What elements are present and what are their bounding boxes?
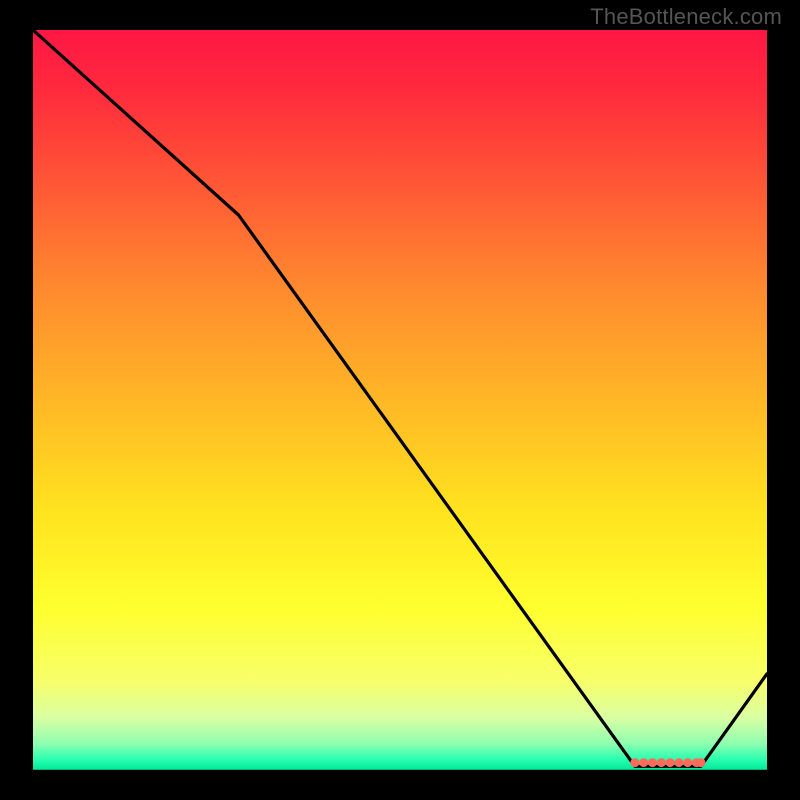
trough-marker <box>630 758 639 767</box>
chart-container: TheBottleneck.com <box>0 0 800 800</box>
trough-marker <box>639 758 648 767</box>
trough-marker <box>657 758 666 767</box>
watermark-text: TheBottleneck.com <box>590 4 782 30</box>
plot-area <box>33 30 767 770</box>
trough-marker <box>648 758 657 767</box>
trough-marker <box>666 758 675 767</box>
trough-marker <box>674 758 683 767</box>
trough-marker <box>683 758 692 767</box>
trough-marker <box>696 758 705 767</box>
gradient-background <box>33 30 767 770</box>
trough-markers <box>630 758 705 767</box>
